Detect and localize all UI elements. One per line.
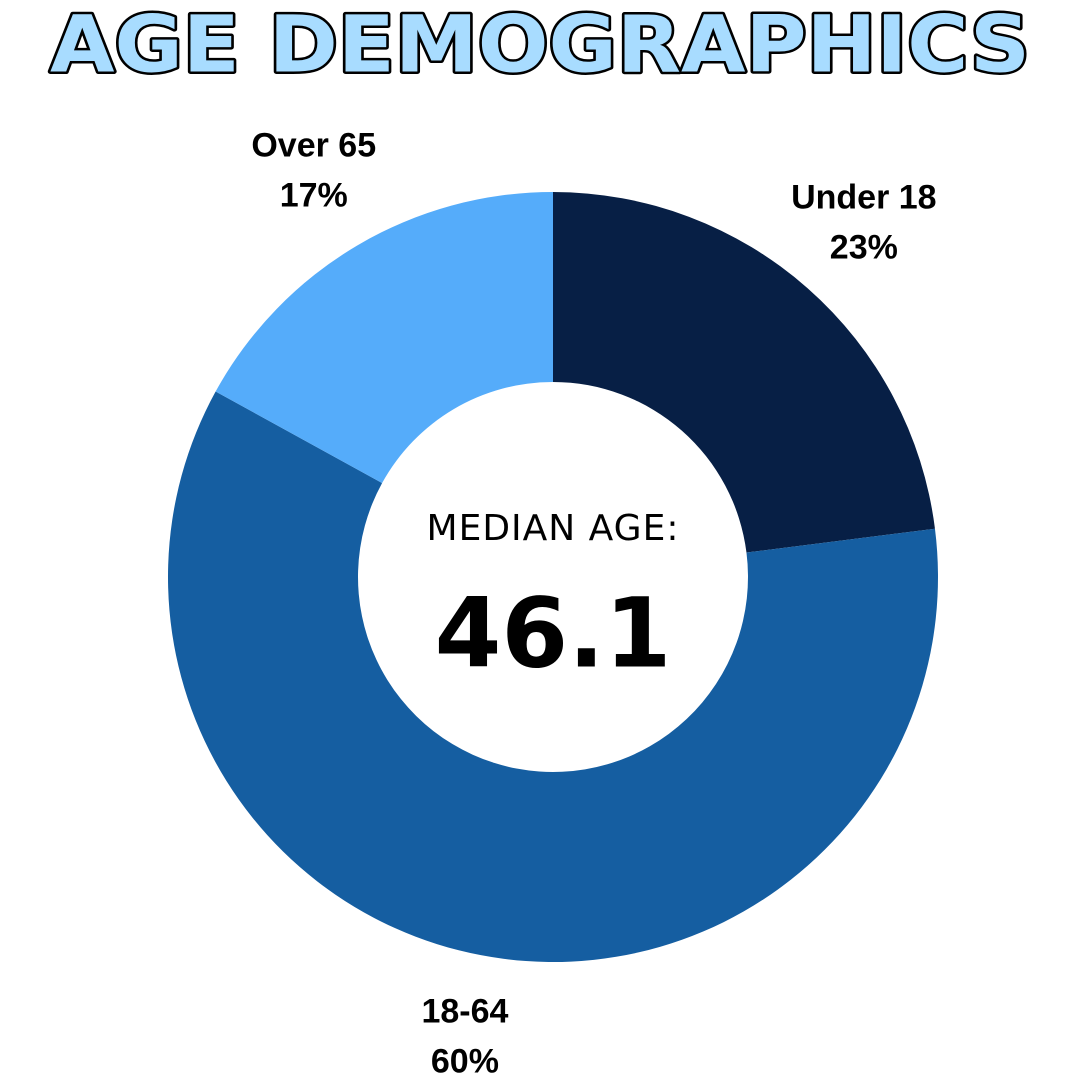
- donut-slice: [553, 192, 935, 553]
- value-label: 23%: [830, 228, 898, 266]
- donut-slice: [167, 391, 938, 962]
- center-value: 46.1: [435, 577, 672, 689]
- donut-slice: [215, 192, 553, 484]
- slice-label: Over 65: [251, 126, 376, 164]
- value-label: 17%: [280, 176, 348, 214]
- center-label: MEDIAN AGE:: [427, 508, 680, 549]
- donut: [167, 192, 938, 962]
- value-label: 60%: [431, 1043, 499, 1080]
- slice-label: Under 18: [791, 178, 937, 216]
- slice-label: 18-64: [421, 993, 508, 1031]
- chart-title: AGE DEMOGRAPHICS: [50, 0, 1030, 90]
